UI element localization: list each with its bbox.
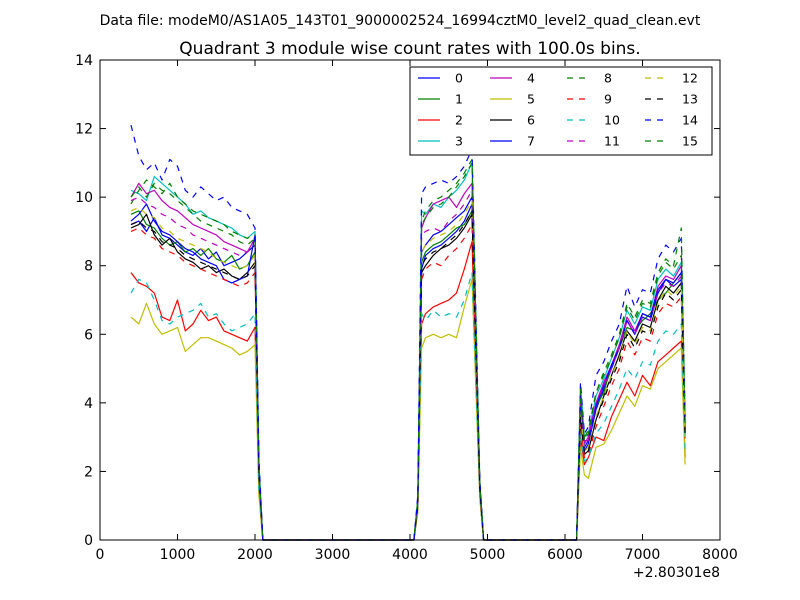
legend-label-14: 14 xyxy=(682,113,698,128)
legend-label-5: 5 xyxy=(527,92,535,107)
legend-label-11: 11 xyxy=(604,134,620,149)
x-tick-label: 3000 xyxy=(315,547,351,563)
legend-label-4: 4 xyxy=(527,71,535,86)
legend-frame xyxy=(409,66,713,156)
legend-label-0: 0 xyxy=(455,71,463,86)
series-layer xyxy=(130,124,686,541)
y-tick-label: 6 xyxy=(84,327,93,343)
x-tick-label: 6000 xyxy=(547,547,583,563)
y-tick-label: 10 xyxy=(75,190,93,206)
x-tick-label: 7000 xyxy=(625,547,661,563)
legend-label-13: 13 xyxy=(682,92,698,107)
y-tick-label: 8 xyxy=(84,259,93,275)
legend-label-3: 3 xyxy=(455,134,463,149)
series-line-3 xyxy=(130,162,686,541)
legend-label-15: 15 xyxy=(682,134,698,149)
series-line-10 xyxy=(130,272,686,541)
x-tick-label: 4000 xyxy=(392,547,428,563)
chart-title: Quadrant 3 module wise count rates with … xyxy=(179,39,640,59)
series-line-4 xyxy=(130,182,686,541)
legend-label-7: 7 xyxy=(527,134,535,149)
y-tick-label: 14 xyxy=(75,53,93,69)
y-tick-label: 2 xyxy=(84,464,93,480)
series-line-8 xyxy=(130,158,686,541)
x-tick-label: 2000 xyxy=(237,547,273,563)
legend-label-9: 9 xyxy=(604,92,612,107)
legend-label-6: 6 xyxy=(527,113,535,128)
x-tick-label: 0 xyxy=(96,547,105,563)
series-line-11 xyxy=(130,189,686,541)
series-line-1 xyxy=(130,210,686,541)
series-line-12 xyxy=(130,200,686,541)
legend-label-1: 1 xyxy=(455,92,463,107)
x-tick-label: 5000 xyxy=(470,547,506,563)
y-tick-label: 12 xyxy=(75,122,93,138)
y-tick-label: 4 xyxy=(84,396,93,412)
y-tick-label: 0 xyxy=(84,533,93,549)
series-line-14 xyxy=(130,124,686,541)
x-axis-offset-label: +2.80301e8 xyxy=(633,565,720,581)
legend-label-2: 2 xyxy=(455,113,463,128)
legend-label-10: 10 xyxy=(604,113,620,128)
x-axis: 0 1000 2000 3000 4000 5000 6000 7000 8000 xyxy=(96,60,738,563)
x-tick-label: 8000 xyxy=(702,547,738,563)
series-line-13 xyxy=(130,210,686,541)
figure-suptitle: Data file: modeM0/AS1A05_143T01_90000025… xyxy=(100,13,701,29)
series-line-9 xyxy=(130,224,686,541)
legend-label-12: 12 xyxy=(682,71,698,86)
legend-label-8: 8 xyxy=(604,71,612,86)
series-line-5 xyxy=(130,278,686,541)
series-line-15 xyxy=(130,162,686,541)
series-line-2 xyxy=(130,241,686,541)
x-tick-label: 1000 xyxy=(160,547,196,563)
